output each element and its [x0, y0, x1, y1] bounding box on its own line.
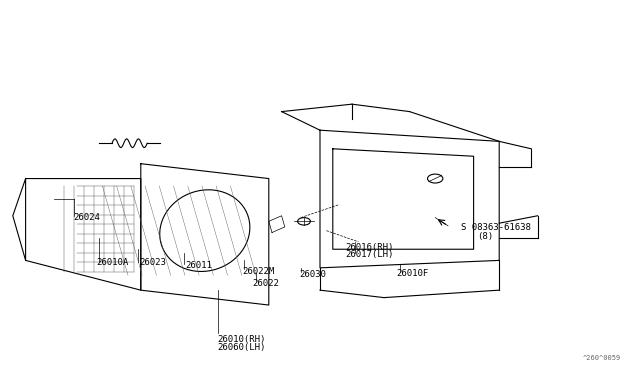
Text: 26010(RH): 26010(RH) [218, 335, 266, 344]
Text: ^260^0059: ^260^0059 [582, 355, 621, 361]
Text: 26022M: 26022M [242, 267, 274, 276]
Text: 26017(LH): 26017(LH) [346, 250, 394, 259]
Text: 26024: 26024 [74, 213, 100, 222]
Text: 26030: 26030 [300, 270, 326, 279]
Text: 26022: 26022 [253, 279, 280, 288]
Text: (8): (8) [477, 232, 493, 241]
Text: 26011: 26011 [186, 262, 212, 270]
Text: 26023: 26023 [140, 258, 166, 267]
Text: 26016(RH): 26016(RH) [346, 243, 394, 252]
Text: S 08363-61638: S 08363-61638 [461, 223, 531, 232]
Text: 26060(LH): 26060(LH) [218, 343, 266, 352]
Text: 26010F: 26010F [397, 269, 429, 278]
Text: 26010A: 26010A [96, 258, 128, 267]
